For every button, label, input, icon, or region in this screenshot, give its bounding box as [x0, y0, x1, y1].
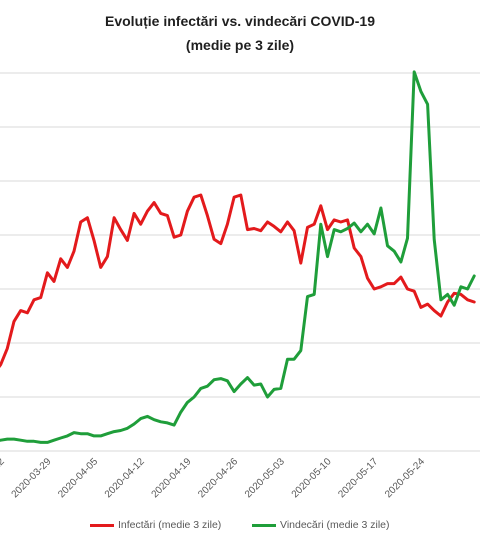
legend: Infectări (medie 3 zile) Vindecări (medi…: [0, 519, 480, 539]
series-line-infectari: [0, 193, 476, 368]
x-tick-label: 2020-04-05: [56, 456, 100, 500]
gridlines: [0, 72, 480, 452]
x-tick-label: 2020-04-12: [103, 456, 147, 500]
legend-item-vindecari: Vindecări (medie 3 zile): [252, 519, 390, 531]
x-tick-label: 2020-05-17: [336, 456, 380, 500]
x-tick-label: 2020-04-26: [196, 456, 240, 500]
x-tick-label: 2020-05-10: [290, 456, 334, 500]
x-tick-label: 2020-03-29: [10, 456, 54, 500]
x-tick-label: 2020-03-22: [0, 456, 7, 500]
x-axis-ticks: 2020-03-22 2020-03-29 2020-04-05 2020-04-12…: [0, 456, 427, 500]
chart-subtitle: (medie pe 3 zile): [185, 37, 295, 53]
series-line-vindecari: [0, 70, 476, 444]
chart-title: Evoluție infectări vs. vindecări COVID-1…: [105, 13, 375, 29]
x-tick-label: 2020-05-03: [243, 456, 287, 500]
legend-swatch-infectari: [90, 523, 114, 527]
legend-swatch-vindecari: [252, 523, 276, 527]
x-tick-label: 2020-05-24: [383, 456, 427, 500]
legend-label-vindecari: Vindecări (medie 3 zile): [280, 519, 390, 531]
x-tick-label: 2020-04-19: [150, 456, 194, 500]
legend-item-infectari: Infectări (medie 3 zile): [90, 519, 221, 531]
legend-label-infectari: Infectări (medie 3 zile): [118, 519, 222, 531]
series-group: [0, 70, 476, 444]
